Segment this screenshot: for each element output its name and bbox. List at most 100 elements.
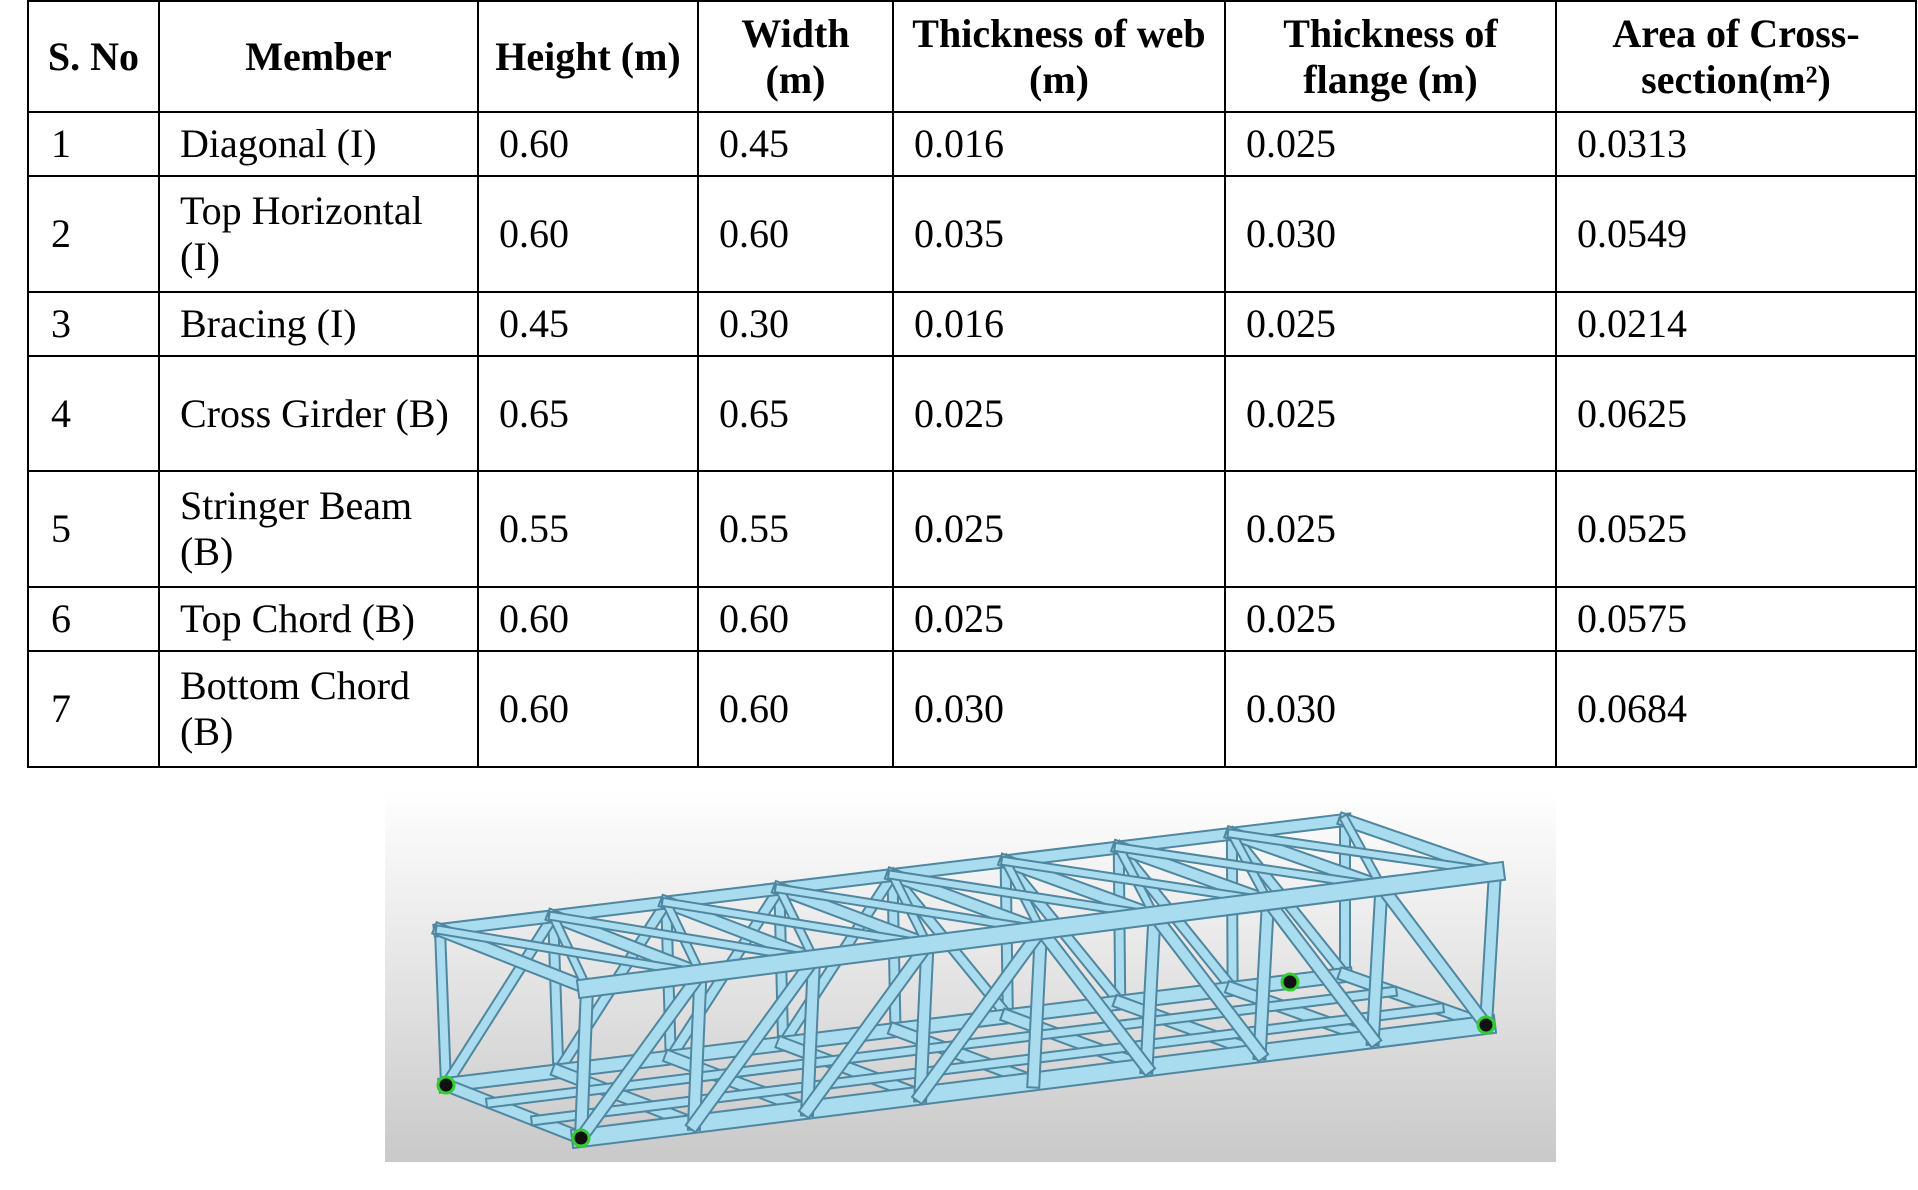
table-cell: 6 bbox=[27, 586, 160, 652]
table-cell: 3 bbox=[27, 291, 160, 357]
table-cell: 0.025 bbox=[1224, 111, 1557, 177]
truss-member bbox=[1254, 895, 1274, 1059]
truss-member bbox=[532, 1004, 1443, 1125]
table-cell: 4 bbox=[27, 355, 160, 472]
truss-member bbox=[772, 882, 934, 951]
table-cell: Bracing (I) bbox=[158, 291, 479, 357]
header-cell: Area of Cross-section(m²) bbox=[1555, 0, 1917, 113]
truss-member bbox=[548, 912, 563, 1076]
table-cell: 0.60 bbox=[697, 650, 894, 768]
table-cell: 0.0313 bbox=[1555, 111, 1917, 177]
table-cell: 0.60 bbox=[697, 586, 894, 652]
table-cell: 0.025 bbox=[1224, 355, 1557, 472]
truss-member bbox=[1141, 910, 1160, 1073]
header-cell: Width (m) bbox=[697, 0, 894, 113]
table-cell: 0.025 bbox=[892, 470, 1226, 588]
table-cell: 0.030 bbox=[892, 650, 1226, 768]
truss-model bbox=[430, 811, 1507, 1150]
truss-member bbox=[433, 923, 594, 995]
table-row: 3 Bracing (I) 0.45 0.30 0.016 0.025 0.0214 bbox=[27, 291, 1917, 357]
support-node bbox=[436, 1075, 456, 1095]
table-cell: 0.55 bbox=[477, 470, 699, 588]
table-cell: 0.0525 bbox=[1555, 470, 1917, 588]
table-cell: 0.035 bbox=[892, 175, 1226, 293]
truss-member bbox=[1374, 879, 1494, 1033]
table-cell: 5 bbox=[27, 470, 160, 588]
table-cell: Top Horizontal (I) bbox=[158, 175, 479, 293]
truss-member bbox=[1228, 830, 1499, 876]
table-row: 2 Top Horizontal (I) 0.60 0.60 0.035 0.030 0.0… bbox=[27, 175, 1917, 293]
table-cell: 0.60 bbox=[477, 586, 699, 652]
truss-member bbox=[436, 926, 704, 977]
table-cell: 0.65 bbox=[697, 355, 894, 472]
truss-member bbox=[549, 912, 818, 963]
truss-member bbox=[575, 982, 593, 1144]
support-node bbox=[571, 1128, 591, 1148]
truss-member bbox=[1260, 893, 1380, 1047]
truss-member bbox=[1028, 924, 1047, 1087]
truss-member bbox=[999, 854, 1161, 922]
header-cell: S. No bbox=[27, 0, 160, 113]
header-cell: Thickness of flange (m) bbox=[1224, 0, 1557, 113]
table-cell: 7 bbox=[27, 650, 160, 768]
table-cell: 0.60 bbox=[697, 175, 894, 293]
table-cell: 0.45 bbox=[477, 291, 699, 357]
table-cell: 0.030 bbox=[1224, 650, 1557, 768]
truss-member bbox=[439, 1078, 588, 1145]
table-cell: 0.65 bbox=[477, 355, 699, 472]
truss-member bbox=[659, 896, 821, 966]
truss-member bbox=[435, 925, 451, 1090]
table-cell: Top Chord (B) bbox=[158, 586, 479, 652]
table-cell: 0.016 bbox=[892, 291, 1226, 357]
truss-member bbox=[1367, 881, 1387, 1045]
table-cell: 0.60 bbox=[477, 111, 699, 177]
table-row: 4 Cross Girder (B) 0.65 0.65 0.025 0.025 0.062… bbox=[27, 355, 1917, 472]
table-cell: 0.60 bbox=[477, 175, 699, 293]
bridge-figure bbox=[385, 789, 1556, 1162]
truss-member bbox=[913, 923, 1048, 1103]
truss-member bbox=[574, 966, 708, 1145]
table-cell: Stringer Beam (B) bbox=[158, 470, 479, 588]
table-cell: 0.016 bbox=[892, 111, 1226, 177]
truss-member bbox=[1338, 968, 1493, 1032]
truss-member bbox=[775, 885, 1045, 934]
truss-member bbox=[889, 871, 1158, 919]
header-row: S. No Member Height (m) Width (m) Thickness … bbox=[27, 0, 1917, 113]
table-cell: 0.025 bbox=[892, 355, 1226, 472]
table-cell: 0.025 bbox=[1224, 586, 1557, 652]
table-cell: 0.025 bbox=[1224, 470, 1557, 588]
truss-member bbox=[886, 868, 1048, 937]
truss-member bbox=[1480, 866, 1501, 1031]
support-node bbox=[1476, 1015, 1496, 1035]
table-row: 1 Diagonal (I) 0.60 0.45 0.016 0.025 0.0313 bbox=[27, 111, 1917, 177]
truss-member bbox=[1002, 857, 1272, 905]
truss-member bbox=[1225, 827, 1388, 893]
table-cell: 0.0625 bbox=[1555, 355, 1917, 472]
header-cell: Thickness of web (m) bbox=[892, 0, 1226, 113]
truss-member bbox=[487, 987, 1396, 1107]
table-cell: 1 bbox=[27, 111, 160, 177]
truss-member bbox=[1112, 841, 1275, 908]
truss-member bbox=[1033, 922, 1154, 1075]
member-table: S. No Member Height (m) Width (m) Thickness … bbox=[27, 0, 1917, 768]
table-cell: 2 bbox=[27, 175, 160, 293]
table-cell: 0.45 bbox=[697, 111, 894, 177]
table-row: 6 Top Chord (B) 0.60 0.60 0.025 0.025 0.0575 bbox=[27, 586, 1917, 652]
header-cell: Member bbox=[158, 0, 479, 113]
table-row: 5 Stringer Beam (B) 0.55 0.55 0.025 0.025 0.05… bbox=[27, 470, 1917, 588]
table-body: 1 Diagonal (I) 0.60 0.45 0.016 0.025 0.0313 2 To… bbox=[27, 111, 1917, 768]
table-row: 7 Bottom Chord (B) 0.60 0.60 0.030 0.030 0.068… bbox=[27, 650, 1917, 768]
header-cell: Height (m) bbox=[477, 0, 699, 113]
table-cell: Bottom Chord (B) bbox=[158, 650, 479, 768]
table-cell: 0.55 bbox=[697, 470, 894, 588]
table-cell: 0.025 bbox=[892, 586, 1226, 652]
truss-member bbox=[687, 952, 821, 1131]
truss-member bbox=[546, 909, 707, 980]
truss-member bbox=[915, 939, 933, 1101]
truss-member bbox=[662, 899, 931, 948]
table-cell: 0.0214 bbox=[1555, 291, 1917, 357]
table-cell: 0.60 bbox=[477, 650, 699, 768]
table-cell: 0.030 bbox=[1224, 175, 1557, 293]
table-cell: Diagonal (I) bbox=[158, 111, 479, 177]
